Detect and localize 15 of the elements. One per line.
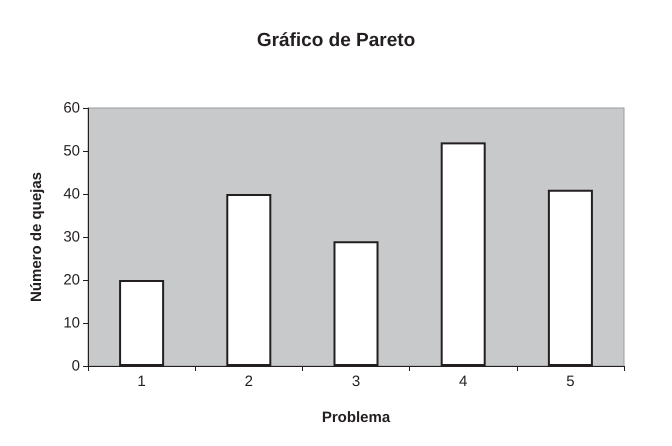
x-tick-label: 1: [137, 373, 146, 390]
y-tick-label: 60: [63, 100, 80, 116]
x-tick-label: 2: [244, 373, 253, 390]
y-tick-label: 20: [63, 272, 80, 288]
y-tick-label: 50: [63, 142, 80, 160]
y-tick-label: 30: [63, 228, 80, 246]
y-tick-label: 0: [72, 358, 80, 374]
x-tick-label: 5: [566, 373, 575, 390]
x-axis-title: Problema: [322, 409, 391, 426]
chart-title: Gráfico de Pareto: [256, 30, 416, 51]
y-axis-title: Número de quejas: [28, 172, 45, 302]
y-tick-label: 10: [63, 314, 80, 332]
x-tick-label: 4: [459, 373, 468, 390]
y-tick-label: 40: [63, 186, 80, 202]
x-tick-label: 3: [352, 373, 360, 390]
